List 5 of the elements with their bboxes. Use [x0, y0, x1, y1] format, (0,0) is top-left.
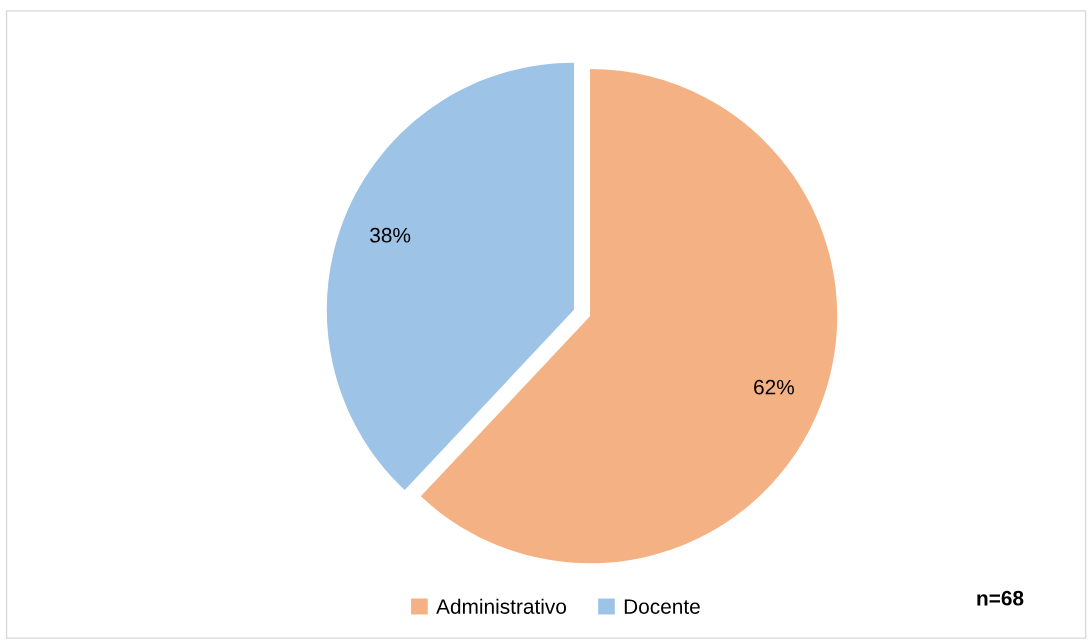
text: n=68: [977, 590, 1024, 606]
legend-label: Docente: [624, 599, 700, 614]
data-label: 38%: [370, 227, 411, 243]
data-label: 62%: [754, 379, 794, 395]
legend-label: Administrativo: [436, 598, 567, 614]
